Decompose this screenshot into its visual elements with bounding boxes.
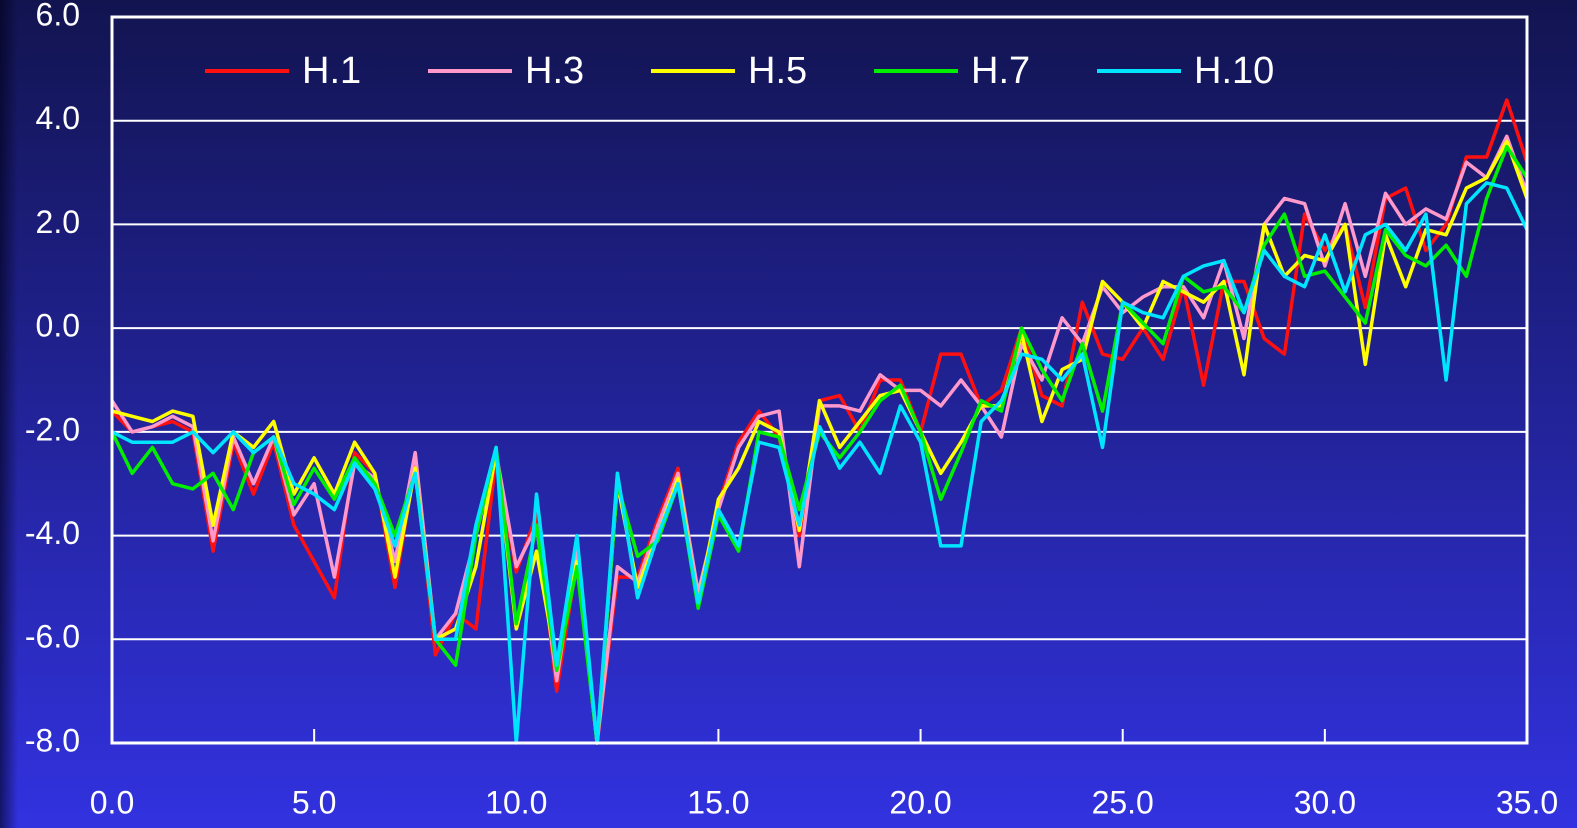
plot-frame <box>110 15 1529 745</box>
y-tick-label: -8.0 <box>25 722 80 758</box>
x-tick-label: 10.0 <box>485 784 547 820</box>
x-tick-label: 0.0 <box>90 784 134 820</box>
y-tick-label: -4.0 <box>25 515 80 551</box>
y-tick-label: 0.0 <box>36 308 80 344</box>
y-tick-label: 4.0 <box>36 100 80 136</box>
legend-label: H.10 <box>1194 50 1274 92</box>
x-tick-label: 35.0 <box>1496 784 1558 820</box>
legend-label: H.1 <box>302 50 361 92</box>
left-edge-shade <box>0 0 18 828</box>
series-line <box>112 139 1527 745</box>
legend-label: H.7 <box>971 50 1030 92</box>
x-tick-label: 15.0 <box>687 784 749 820</box>
y-tick-label: 2.0 <box>36 204 80 240</box>
legend-label: H.5 <box>748 50 807 92</box>
x-tick-label: 5.0 <box>292 784 336 820</box>
y-tick-label: 6.0 <box>36 0 80 32</box>
y-tick-label: -2.0 <box>25 411 80 447</box>
x-tick-label: 30.0 <box>1294 784 1356 820</box>
y-tick-label: -6.0 <box>25 619 80 655</box>
series-line <box>112 181 1527 745</box>
x-tick-label: 20.0 <box>889 784 951 820</box>
legend-label: H.3 <box>525 50 584 92</box>
x-tick-label: 25.0 <box>1092 784 1154 820</box>
